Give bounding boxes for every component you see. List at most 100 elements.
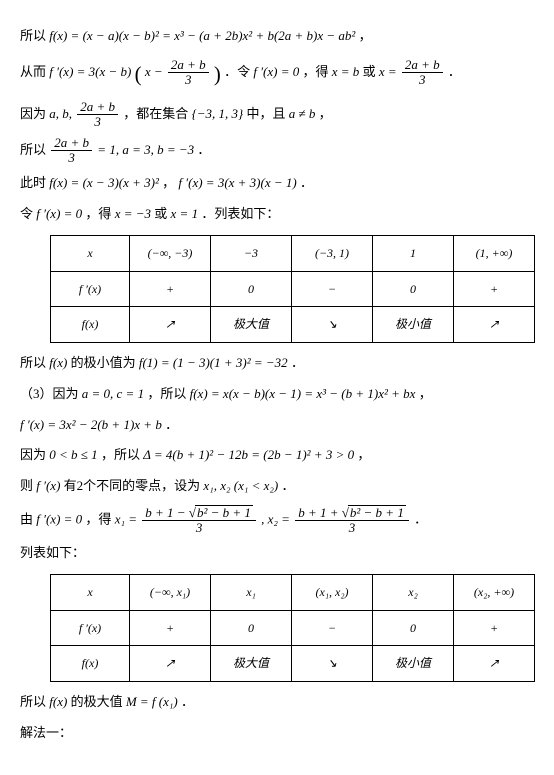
numerator: b + 1 + b² − b + 1 bbox=[295, 505, 409, 521]
text: ，得 bbox=[303, 64, 332, 79]
denominator: 3 bbox=[77, 115, 118, 129]
text: ． bbox=[291, 355, 304, 370]
text: 从而 bbox=[20, 64, 49, 79]
line-7: 所以 f(x) 的极小值为 f(1) = (1 − 3)(1 + 3)² = −… bbox=[20, 351, 534, 376]
table-cell: x bbox=[51, 574, 130, 610]
math: f(x) = x(x − b)(x − 1) = x³ − (b + 1)x² … bbox=[190, 386, 416, 401]
fraction: b + 1 − b² − b + 1 3 bbox=[142, 505, 256, 536]
numerator: 2a + b bbox=[168, 58, 209, 73]
text: ， bbox=[319, 106, 332, 121]
num-text: b + 1 − bbox=[145, 505, 189, 520]
table-cell: 0 bbox=[211, 610, 292, 646]
table-cell: 0 bbox=[373, 610, 454, 646]
num-text: b + 1 + bbox=[298, 505, 342, 520]
table-row: f(x) ↗ 极大值 ↘ 极小值 ↗ bbox=[51, 307, 535, 343]
table-cell: ↘ bbox=[292, 307, 373, 343]
sqrt: b² − b + 1 bbox=[195, 505, 253, 520]
math: M = f (x₁) bbox=[126, 694, 178, 709]
table-cell: −3 bbox=[211, 235, 292, 271]
table-cell: x bbox=[51, 235, 130, 271]
table-cell: 1 bbox=[373, 235, 454, 271]
text: 或 bbox=[154, 206, 170, 221]
table-cell: (1, +∞) bbox=[454, 235, 535, 271]
text: 的极小值为 bbox=[71, 355, 139, 370]
math: x₁, x₂ (x₁ < x₂) bbox=[203, 478, 278, 493]
line-6: 令 f ′(x) = 0 ，得 x = −3 或 x = 1 ．列表如下： bbox=[20, 202, 534, 227]
math: f(1) = (1 − 3)(1 + 3)² = −32 bbox=[139, 355, 288, 370]
text: ． bbox=[282, 478, 295, 493]
fraction: b + 1 + b² − b + 1 3 bbox=[295, 505, 409, 536]
math: x − bbox=[145, 64, 166, 79]
text: 所以 bbox=[20, 355, 49, 370]
fraction: 2a + b 3 bbox=[51, 136, 92, 166]
line-10: 因为 0 < b ≤ 1 ，所以 Δ = 4(b + 1)² − 12b = (… bbox=[20, 443, 534, 468]
text: 所以 bbox=[20, 694, 49, 709]
numerator: 2a + b bbox=[77, 100, 118, 115]
text: ， bbox=[359, 28, 372, 43]
text: 此时 bbox=[20, 175, 49, 190]
math: 0 < b ≤ 1 bbox=[49, 447, 97, 462]
math: x₁ = bbox=[115, 511, 141, 526]
table-cell: (x₂, +∞) bbox=[454, 574, 535, 610]
math: f ′(x) = 3(x + 3)(x − 1) bbox=[178, 175, 296, 190]
text: 或 bbox=[363, 64, 379, 79]
math: x = 1 bbox=[171, 206, 199, 221]
text: 有2个不同的零点，设为 bbox=[64, 478, 204, 493]
table-cell: + bbox=[454, 610, 535, 646]
line-13: 列表如下： bbox=[20, 541, 534, 566]
table-cell: x₂ bbox=[373, 574, 454, 610]
numerator: b + 1 − b² − b + 1 bbox=[142, 505, 256, 521]
line-9: f ′(x) = 3x² − 2(b + 1)x + b ． bbox=[20, 413, 534, 438]
table-cell: − bbox=[292, 610, 373, 646]
monotonicity-table-1: x (−∞, −3) −3 (−3, 1) 1 (1, +∞) f ′(x) +… bbox=[50, 235, 535, 343]
sqrt: b² − b + 1 bbox=[348, 505, 406, 520]
table-cell: 极小值 bbox=[373, 646, 454, 682]
table-cell: 0 bbox=[211, 271, 292, 307]
math: Δ = 4(b + 1)² − 12b = (2b − 1)² + 3 > 0 bbox=[143, 447, 354, 462]
math: {−3, 1, 3} bbox=[192, 106, 244, 121]
fraction: 2a + b 3 bbox=[402, 58, 443, 88]
text: 因为 bbox=[20, 447, 49, 462]
denominator: 3 bbox=[142, 521, 256, 535]
numerator: 2a + b bbox=[402, 58, 443, 73]
monotonicity-table-2: x (−∞, x₁) x₁ (x₁, x₂) x₂ (x₂, +∞) f ′(x… bbox=[50, 574, 535, 682]
text: 所以 bbox=[20, 28, 49, 43]
line-15: 解法一： bbox=[20, 721, 534, 746]
text: ． bbox=[448, 64, 461, 79]
line-5: 此时 f(x) = (x − 3)(x + 3)² ， f ′(x) = 3(x… bbox=[20, 171, 534, 196]
table-cell: f(x) bbox=[51, 307, 130, 343]
table-cell: 0 bbox=[373, 271, 454, 307]
math: f ′(x) = 3x² − 2(b + 1)x + b bbox=[20, 417, 162, 432]
numerator: 2a + b bbox=[51, 136, 92, 151]
math: f ′(x) = 0 bbox=[253, 64, 299, 79]
text: ． bbox=[414, 511, 427, 526]
table-cell: (−∞, x₁) bbox=[130, 574, 211, 610]
table-row: f(x) ↗ 极大值 ↘ 极小值 ↗ bbox=[51, 646, 535, 682]
text: ．令 bbox=[224, 64, 253, 79]
math: a, b, bbox=[49, 106, 75, 121]
table-row: x (−∞, −3) −3 (−3, 1) 1 (1, +∞) bbox=[51, 235, 535, 271]
math: f ′(x) bbox=[36, 478, 60, 493]
math: f(x) bbox=[49, 355, 67, 370]
math: f ′(x) = 3(x − b) bbox=[49, 64, 131, 79]
text: ， bbox=[419, 386, 432, 401]
text: ，都在集合 bbox=[123, 106, 191, 121]
line-2: 从而 f ′(x) = 3(x − b) ( x − 2a + b 3 ) ．令… bbox=[20, 55, 534, 95]
text: ．列表如下： bbox=[201, 206, 279, 221]
math: a = 0, c = 1 bbox=[82, 386, 144, 401]
text: ． bbox=[300, 175, 313, 190]
denominator: 3 bbox=[168, 73, 209, 87]
table-cell: + bbox=[130, 610, 211, 646]
text: ，所以 bbox=[101, 447, 143, 462]
table-cell: ↗ bbox=[454, 307, 535, 343]
text: ，得 bbox=[85, 511, 114, 526]
denominator: 3 bbox=[295, 521, 409, 535]
math: f(x) bbox=[49, 694, 67, 709]
denominator: 3 bbox=[51, 151, 92, 165]
math: f(x) = (x − a)(x − b)² = x³ − (a + 2b)x²… bbox=[49, 28, 355, 43]
fraction: 2a + b 3 bbox=[168, 58, 209, 88]
text: ． bbox=[165, 417, 178, 432]
table-cell: + bbox=[454, 271, 535, 307]
text: 令 bbox=[20, 206, 36, 221]
table-row: x (−∞, x₁) x₁ (x₁, x₂) x₂ (x₂, +∞) bbox=[51, 574, 535, 610]
